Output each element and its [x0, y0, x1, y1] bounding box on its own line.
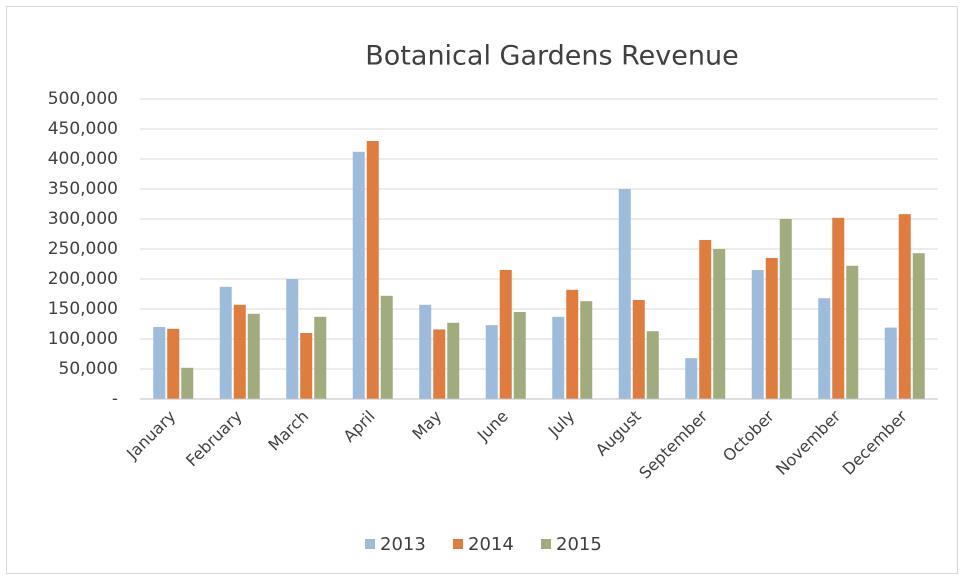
bar [247, 313, 260, 399]
legend-label: 2013 [380, 534, 426, 555]
y-tick-label: 500,000 [48, 89, 118, 109]
bar [713, 249, 726, 399]
bar [233, 304, 246, 399]
bar [286, 279, 299, 399]
legend-label: 2014 [468, 534, 514, 555]
bar [751, 270, 764, 399]
bar [846, 265, 859, 399]
bar [419, 304, 432, 399]
bar [618, 189, 631, 399]
y-tick-label: 300,000 [48, 209, 118, 229]
legend-swatch [365, 539, 375, 549]
bar [485, 325, 498, 399]
bar [314, 316, 327, 399]
y-tick-label: 150,000 [48, 299, 118, 319]
bar [779, 219, 792, 399]
chart-border [6, 6, 958, 574]
bar [832, 217, 845, 399]
bar [153, 327, 166, 399]
bar [685, 358, 698, 399]
y-tick-label: 200,000 [48, 269, 118, 289]
y-tick-label: 350,000 [48, 179, 118, 199]
bar [580, 301, 593, 399]
bar [898, 214, 911, 399]
bar [433, 329, 446, 399]
bar [912, 253, 925, 399]
bar [818, 298, 831, 399]
legend-swatch [541, 539, 551, 549]
bar [765, 258, 778, 399]
chart-title: Botanical Gardens Revenue [365, 41, 738, 72]
y-tick-label: 50,000 [59, 359, 118, 379]
bar [167, 328, 180, 399]
y-tick-label: 400,000 [48, 149, 118, 169]
bar [513, 312, 526, 399]
bar [632, 300, 645, 399]
bar [699, 240, 712, 399]
bar [300, 333, 313, 399]
bar [380, 295, 393, 399]
bar [646, 331, 659, 399]
legend-label: 2015 [556, 534, 602, 555]
bar [352, 151, 365, 399]
bar [447, 322, 460, 399]
y-tick-label: 450,000 [48, 119, 118, 139]
bar [884, 327, 897, 399]
y-tick-label: 100,000 [48, 329, 118, 349]
bar [219, 286, 232, 399]
y-tick-label: - [112, 389, 118, 409]
bar [181, 367, 194, 399]
bar [366, 141, 379, 399]
y-tick-label: 250,000 [48, 239, 118, 259]
bar [499, 270, 512, 399]
legend-swatch [453, 539, 463, 549]
bar [566, 289, 579, 399]
bar [552, 316, 565, 399]
